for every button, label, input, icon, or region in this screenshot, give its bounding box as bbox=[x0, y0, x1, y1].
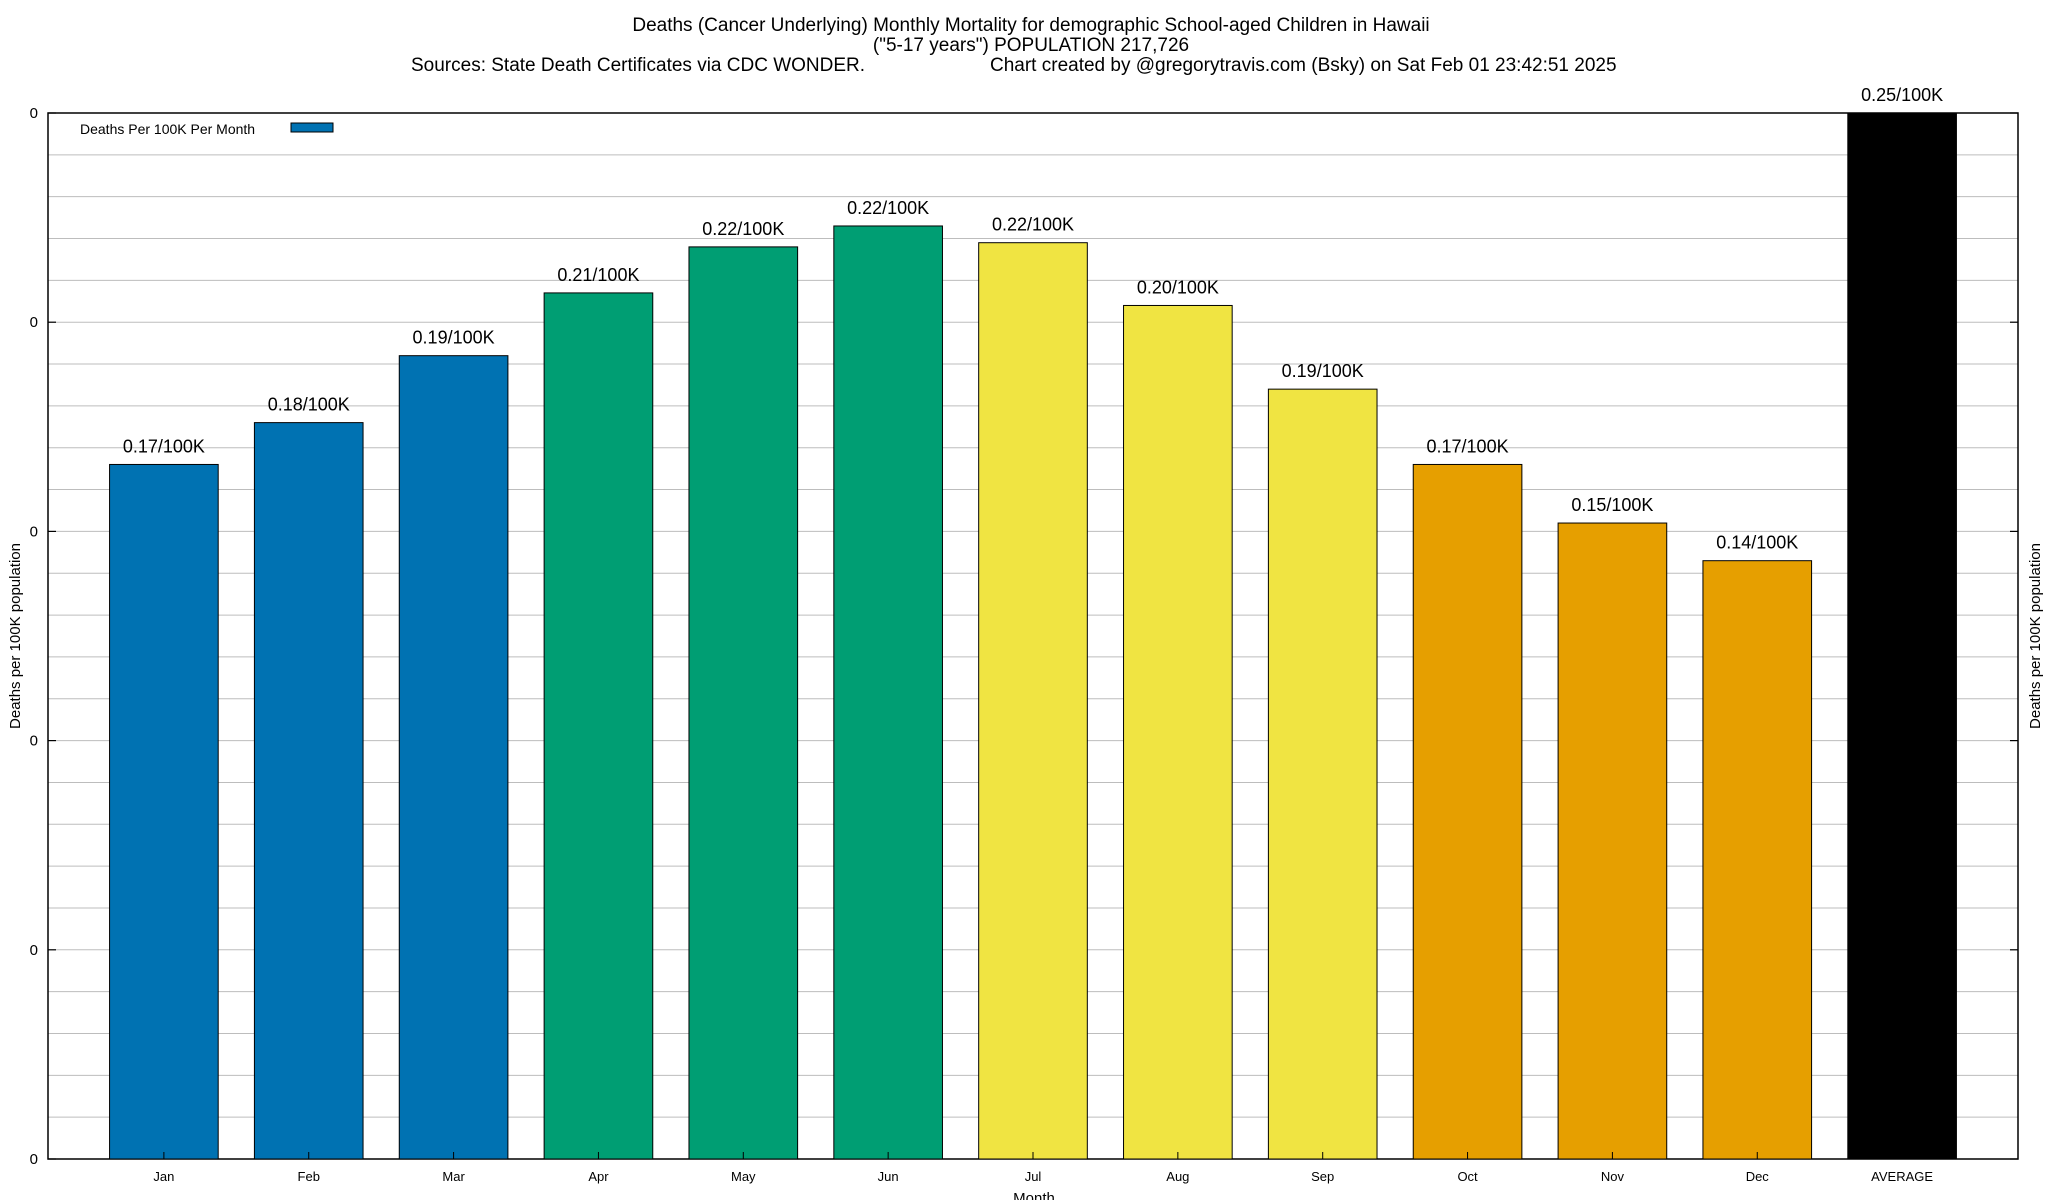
bar-value-label: 0.15/100K bbox=[1571, 495, 1653, 515]
x-tick-label: Aug bbox=[1166, 1169, 1189, 1184]
y-axis-ticks: 0 0 0 0 0 0 bbox=[30, 105, 2018, 1168]
bar-oct bbox=[1412, 463, 1523, 1160]
chart-credit-text: Chart created by @gregorytravis.com (Bsk… bbox=[990, 55, 1617, 76]
bar-value-label: 0.21/100K bbox=[557, 265, 639, 285]
bar-value-label: 0.19/100K bbox=[413, 328, 495, 348]
bar-apr bbox=[543, 292, 654, 1160]
x-tick-label: May bbox=[731, 1169, 756, 1184]
y-tick-label: 0 bbox=[30, 733, 38, 750]
bar-value-labels: 0.17/100K 0.18/100K 0.19/100K 0.21/100K 0.22… bbox=[123, 85, 1943, 553]
y-axis-title: Deaths per 100K population bbox=[7, 543, 24, 729]
bar-jan bbox=[109, 463, 219, 1160]
bar-value-label: 0.18/100K bbox=[268, 395, 350, 415]
x-tick-label: Sep bbox=[1311, 1169, 1334, 1184]
bar-value-label: 0.19/100K bbox=[1282, 361, 1364, 381]
x-tick-label: Dec bbox=[1746, 1169, 1770, 1184]
bar-value-label: 0.17/100K bbox=[123, 436, 205, 456]
legend-label: Deaths Per 100K Per Month bbox=[80, 121, 255, 137]
y-tick-label: 0 bbox=[30, 1151, 38, 1168]
legend: Deaths Per 100K Per Month bbox=[80, 121, 334, 137]
x-tick-label: Jan bbox=[153, 1169, 174, 1184]
chart-title-line-1: Deaths (Cancer Underlying) Monthly Morta… bbox=[632, 15, 1429, 36]
y2-axis-title: Deaths per 100K population bbox=[2027, 543, 2044, 729]
bar-jun bbox=[833, 225, 943, 1160]
x-tick-label: Oct bbox=[1457, 1169, 1478, 1184]
x-tick-label: Nov bbox=[1601, 1169, 1625, 1184]
bar-aug bbox=[1123, 304, 1233, 1160]
x-axis-title: Month bbox=[1013, 1190, 1055, 1200]
x-tick-label: Jul bbox=[1025, 1169, 1042, 1184]
chart-source-text: Sources: State Death Certificates via CD… bbox=[411, 55, 865, 76]
bar-value-label: 0.22/100K bbox=[992, 215, 1074, 235]
y-tick-label: 0 bbox=[30, 314, 38, 331]
y-tick-label: 0 bbox=[30, 105, 38, 122]
y-tick-label: 0 bbox=[30, 942, 38, 959]
bar-average bbox=[1847, 112, 1957, 1160]
bar-value-label: 0.17/100K bbox=[1427, 436, 1509, 456]
x-tick-label: Feb bbox=[298, 1169, 320, 1184]
bar-value-label: 0.14/100K bbox=[1716, 533, 1798, 553]
bar-may bbox=[688, 246, 799, 1160]
x-tick-label: Mar bbox=[442, 1169, 465, 1184]
legend-swatch bbox=[290, 122, 334, 133]
bar-sep bbox=[1267, 388, 1378, 1160]
bar-value-label: 0.25/100K bbox=[1861, 85, 1943, 105]
bar-value-label: 0.20/100K bbox=[1137, 277, 1219, 297]
x-tick-label: Jun bbox=[878, 1169, 899, 1184]
x-axis-ticks: Jan Feb Mar Apr May Jun Jul Aug Sep Oct Nov Dec AVER… bbox=[153, 1152, 1933, 1184]
bar-feb bbox=[253, 422, 364, 1160]
bars bbox=[109, 112, 1957, 1160]
bar-value-label: 0.22/100K bbox=[702, 219, 784, 239]
x-tick-label: Apr bbox=[588, 1169, 609, 1184]
bar-jul bbox=[978, 242, 1088, 1160]
bar-dec bbox=[1702, 560, 1813, 1160]
bar-value-label: 0.22/100K bbox=[847, 198, 929, 218]
x-tick-label: AVERAGE bbox=[1871, 1169, 1933, 1184]
bar-nov bbox=[1557, 522, 1668, 1160]
chart-title-line-2: ("5-17 years") POPULATION 217,726 bbox=[873, 35, 1189, 56]
y-tick-label: 0 bbox=[30, 523, 38, 540]
bar-mar bbox=[398, 355, 509, 1160]
